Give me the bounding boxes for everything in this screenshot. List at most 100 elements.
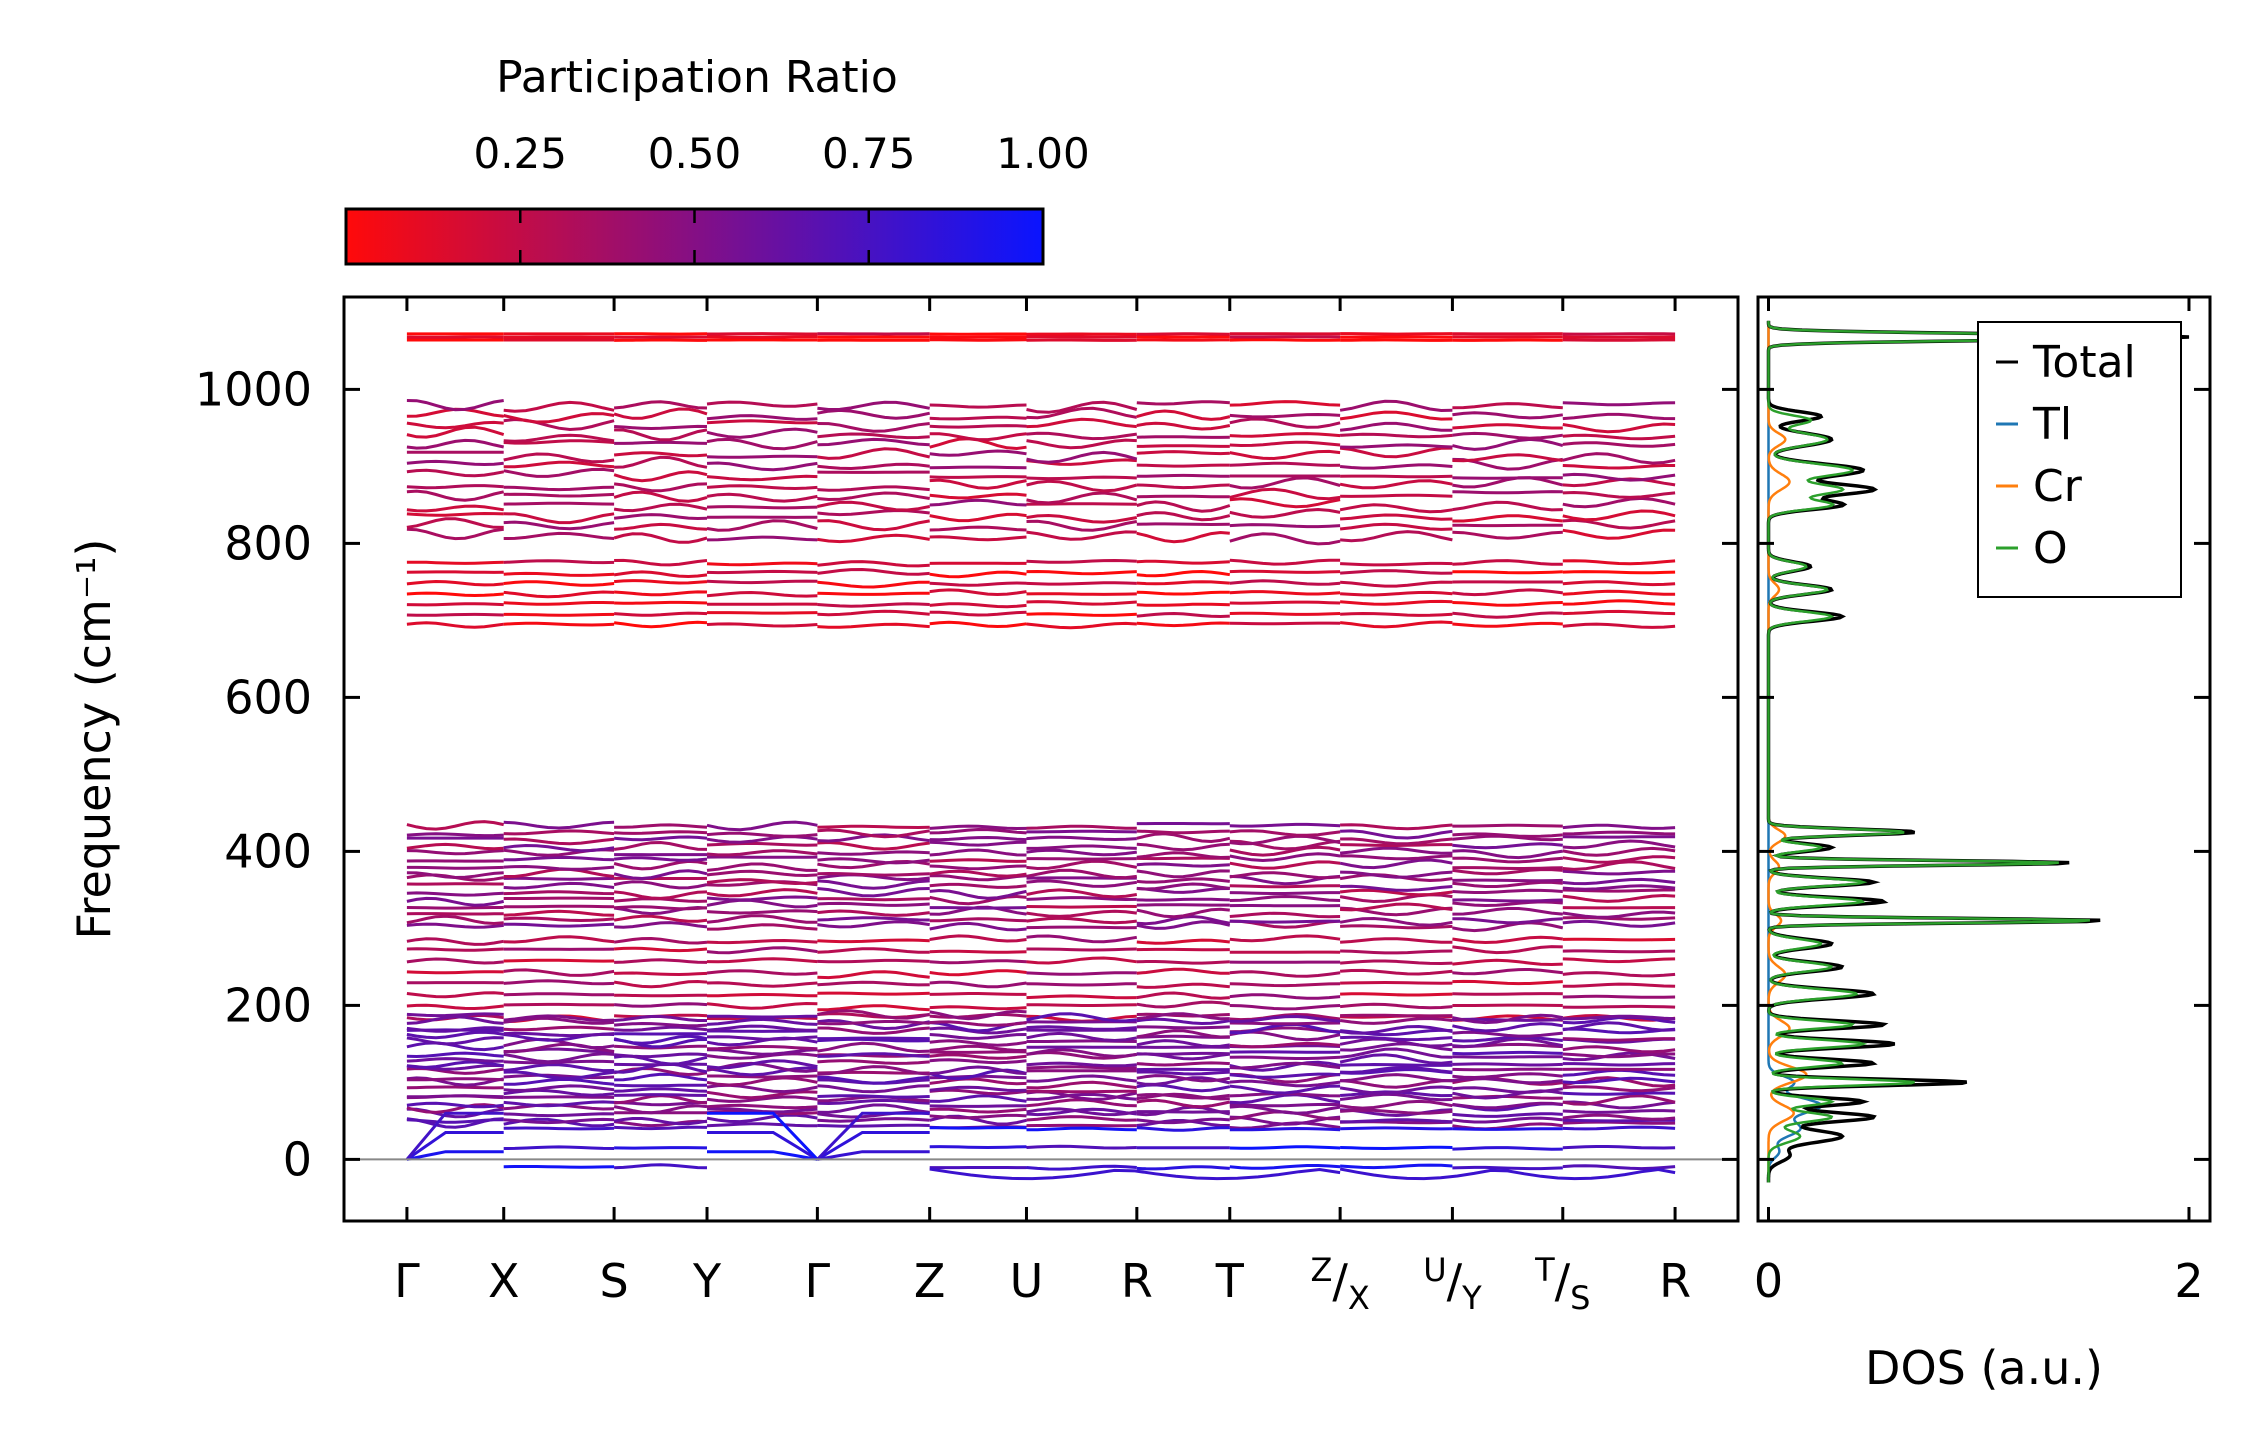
phonon-band-segment xyxy=(706,981,818,988)
phonon-band-segment xyxy=(817,991,930,996)
phonon-band-segment xyxy=(816,1111,930,1161)
phonon-band-segment xyxy=(1136,530,1230,544)
phonon-band-segment xyxy=(406,970,504,975)
phonon-band-segment xyxy=(1452,900,1563,908)
band-structure-panel: 0 200 400 600 800 1000 Γ X S Y Γ Z U R T Z/X U/Y T/S R Fr… xyxy=(67,295,1740,1317)
phonon-band-segment xyxy=(503,1052,615,1064)
phonon-band-segment xyxy=(1136,522,1230,527)
phonon-band-segment xyxy=(1452,431,1564,440)
phonon-band-segment xyxy=(929,869,1027,878)
phonon-band-segment xyxy=(406,591,504,598)
phonon-band-segment xyxy=(706,831,818,838)
phonon-band-segment xyxy=(1562,609,1676,616)
phonon-band-segment xyxy=(1136,559,1230,565)
y-tick-label: 0 xyxy=(283,1132,312,1186)
phonon-band-segment xyxy=(1562,937,1676,942)
k-point-label: X xyxy=(488,1254,520,1308)
phonon-band-segment xyxy=(929,888,1027,900)
phonon-band-segment xyxy=(1229,1021,1341,1026)
phonon-band-segment xyxy=(1136,920,1231,930)
phonon-band-segment xyxy=(817,602,930,608)
phonon-band-segment xyxy=(817,500,930,512)
phonon-band-segment xyxy=(706,505,818,510)
phonon-band-segment xyxy=(1562,441,1676,448)
phonon-band-segment xyxy=(1136,1098,1231,1109)
phonon-band-segment xyxy=(1136,1070,1230,1076)
phonon-band-segment xyxy=(614,455,708,469)
phonon-band-segment xyxy=(406,896,505,907)
phonon-band-segment xyxy=(1339,1108,1453,1115)
phonon-band-segment xyxy=(1562,1145,1676,1150)
phonon-band-segment xyxy=(706,835,818,844)
phonon-band-segment xyxy=(1026,909,1137,918)
phonon-band-segment xyxy=(929,949,1027,954)
phonon-band-segment xyxy=(817,1098,930,1106)
phonon-band-segment xyxy=(614,558,708,567)
band-y-axis: 0 200 400 600 800 1000 xyxy=(195,362,1738,1186)
phonon-band-segment xyxy=(1452,945,1563,955)
phonon-band-segment xyxy=(613,470,708,483)
phonon-band-segment xyxy=(929,992,1027,996)
phonon-band-segment xyxy=(1340,949,1453,955)
phonon-band-segment xyxy=(1229,829,1341,837)
phonon-band-segment xyxy=(1562,1113,1676,1121)
phonon-band-segment xyxy=(406,612,504,617)
phonon-band-segment xyxy=(1136,400,1230,406)
phonon-band-segment xyxy=(614,522,708,531)
phonon-band-segment xyxy=(613,1066,708,1077)
phonon-band-segment xyxy=(929,969,1027,977)
phonon-band-segment xyxy=(503,612,615,617)
phonon-band-segment xyxy=(1136,877,1230,884)
phonon-band-segment xyxy=(929,1088,1027,1096)
phonon-band-segment xyxy=(1452,1127,1563,1131)
phonon-band-segment xyxy=(406,1131,504,1161)
phonon-band-segment xyxy=(1136,982,1230,989)
phonon-band-segment xyxy=(929,840,1027,847)
legend: Total Tl Cr O xyxy=(1977,321,2182,598)
phonon-band-segment xyxy=(1452,832,1563,838)
phonon-band-segment xyxy=(1026,1080,1137,1090)
phonon-band-segment xyxy=(1229,993,1341,1000)
phonon-band-segment xyxy=(613,979,708,989)
phonon-band-segment xyxy=(706,862,818,872)
phonon-band-segment xyxy=(706,909,818,915)
phonon-band-segment xyxy=(1562,559,1676,566)
phonon-band-segment xyxy=(929,882,1027,889)
phonon-band-segment xyxy=(707,1131,819,1161)
phonon-band-segment xyxy=(503,1117,615,1125)
phonon-band-segment xyxy=(706,1090,818,1100)
phonon-band-segment xyxy=(817,1018,930,1031)
phonon-band-segment xyxy=(1452,868,1563,876)
phonon-band-segment xyxy=(1229,834,1341,846)
phonon-band-segment xyxy=(1340,823,1453,831)
phonon-band-segment xyxy=(929,432,1027,442)
phonon-band-segment xyxy=(1026,1012,1137,1023)
phonon-band-segment xyxy=(706,492,818,503)
phonon-band-segment xyxy=(1229,338,1341,342)
phonon-band-segment xyxy=(1340,1126,1453,1131)
phonon-band-segment xyxy=(1452,621,1563,628)
phonon-band-segment xyxy=(1136,409,1231,421)
phonon-band-segment xyxy=(1136,938,1230,945)
phonon-band-segment xyxy=(503,492,615,498)
phonon-band-segment xyxy=(1562,916,1676,921)
phonon-band-segment xyxy=(1452,880,1563,888)
phonon-band-segment xyxy=(406,579,504,587)
phonon-band-segment xyxy=(929,894,1027,906)
phonon-bands xyxy=(344,332,1738,1181)
phonon-band-segment xyxy=(1136,1126,1230,1132)
phonon-band-segment xyxy=(406,560,504,565)
phonon-band-segment xyxy=(503,916,615,923)
k-point-label: R xyxy=(1121,1254,1153,1308)
phonon-band-segment xyxy=(1562,971,1676,978)
phonon-band-segment xyxy=(1562,1094,1676,1106)
phonon-band-segment xyxy=(1026,400,1138,414)
phonon-band-segment xyxy=(503,512,615,525)
phonon-band-segment xyxy=(929,1033,1027,1040)
phonon-band-segment xyxy=(406,1026,504,1033)
phonon-band-segment xyxy=(1026,824,1137,830)
phonon-band-segment xyxy=(1562,452,1676,465)
phonon-band-segment xyxy=(1452,898,1563,903)
legend-label: Tl xyxy=(2032,399,2072,450)
phonon-band-segment xyxy=(406,906,504,910)
